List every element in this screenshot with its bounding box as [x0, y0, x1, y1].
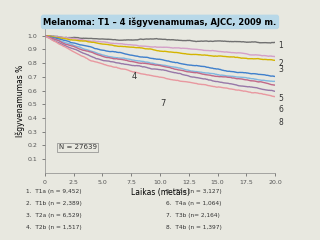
Text: 6: 6 — [279, 105, 284, 114]
Text: 7.  T3b (n= 2,164): 7. T3b (n= 2,164) — [166, 213, 220, 218]
Text: 5.  T3a (n = 3,127): 5. T3a (n = 3,127) — [166, 189, 222, 194]
X-axis label: Laikas (metais): Laikas (metais) — [131, 188, 189, 197]
Text: 8: 8 — [279, 118, 284, 126]
Text: 4: 4 — [131, 72, 136, 81]
Text: 8.  T4b (n = 1,397): 8. T4b (n = 1,397) — [166, 225, 222, 230]
Text: 1.  T1a (n = 9,452): 1. T1a (n = 9,452) — [26, 189, 81, 194]
Text: 5: 5 — [279, 94, 284, 103]
Text: 3: 3 — [279, 66, 284, 74]
Text: 3.  T2a (n = 6,529): 3. T2a (n = 6,529) — [26, 213, 81, 218]
Text: 7: 7 — [160, 99, 165, 108]
Text: 2.  T1b (n = 2,389): 2. T1b (n = 2,389) — [26, 201, 82, 206]
Title: Melanoma: T1 – 4 išgyvenamumas, AJCC, 2009 m.: Melanoma: T1 – 4 išgyvenamumas, AJCC, 20… — [44, 17, 276, 27]
Text: 1: 1 — [279, 41, 284, 50]
Text: 6.  T4a (n = 1,064): 6. T4a (n = 1,064) — [166, 201, 222, 206]
Text: 4.  T2b (n = 1,517): 4. T2b (n = 1,517) — [26, 225, 81, 230]
Text: N = 27639: N = 27639 — [59, 144, 97, 150]
Text: 2: 2 — [279, 59, 284, 68]
Y-axis label: Išgyvenamumas %: Išgyvenamumas % — [15, 65, 25, 137]
